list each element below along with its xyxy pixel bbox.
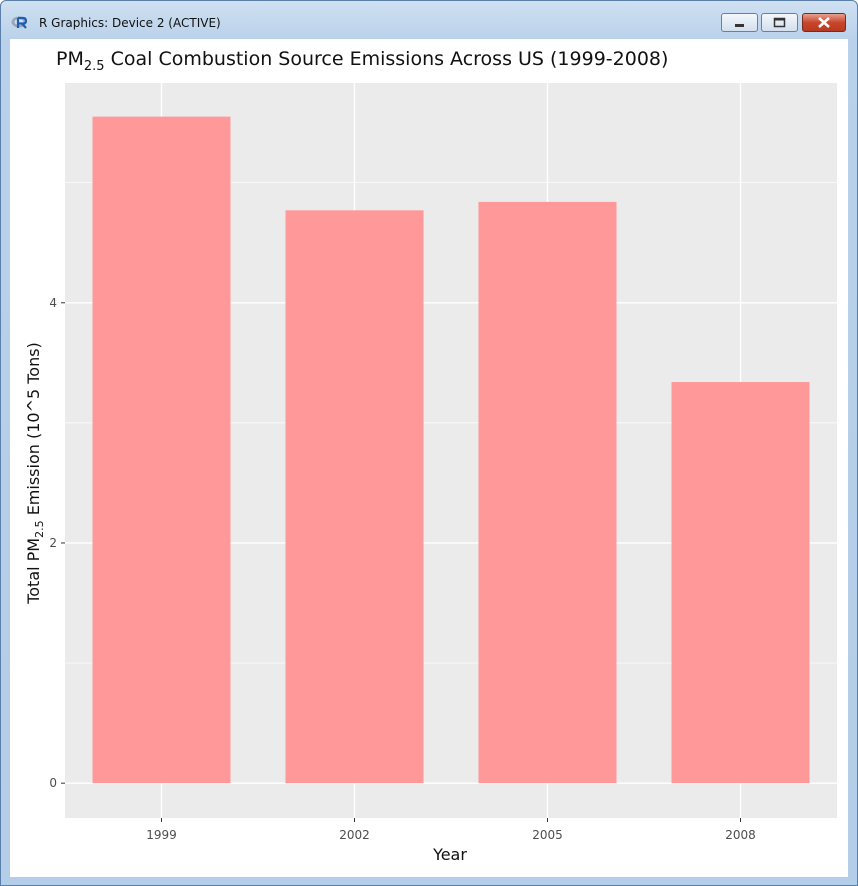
x-axis: 1999 2002 2005 2008 [146, 818, 756, 842]
chart-title: PM2.5 Coal Combustion Source Emissions A… [56, 48, 668, 74]
maximize-button[interactable] [761, 13, 798, 32]
bars [92, 116, 810, 784]
minimize-icon [735, 24, 744, 27]
bar-2002 [285, 210, 424, 784]
bar-2005 [478, 201, 617, 784]
plot-area: 0 2 4 1999 2002 2005 2008 PM2.5 Coal Combusti… [10, 39, 848, 877]
r-logo-icon [11, 16, 28, 29]
x-tick-label: 2002 [339, 828, 370, 842]
minimize-button[interactable] [721, 13, 758, 32]
title-bar[interactable]: R Graphics: Device 2 (ACTIVE) [1, 1, 857, 33]
x-tick-label: 2008 [725, 828, 756, 842]
y-axis-label: Total PM2.5 Emission (10^5 Tons) [24, 342, 46, 605]
bar-2008 [671, 382, 810, 784]
bar-chart: 0 2 4 1999 2002 2005 2008 PM2.5 Coal Combusti… [24, 48, 837, 864]
y-tick-label: 2 [49, 536, 57, 550]
window-title: R Graphics: Device 2 (ACTIVE) [39, 16, 221, 30]
y-tick-label: 4 [49, 296, 57, 310]
x-tick-label: 2005 [532, 828, 563, 842]
x-tick-label: 1999 [146, 828, 177, 842]
bar-1999 [92, 116, 231, 784]
y-tick-label: 0 [49, 776, 57, 790]
close-button[interactable] [802, 13, 846, 32]
y-axis: 0 2 4 [49, 296, 65, 790]
close-icon [818, 17, 830, 28]
x-axis-label: Year [432, 845, 467, 864]
maximize-icon [773, 17, 786, 28]
